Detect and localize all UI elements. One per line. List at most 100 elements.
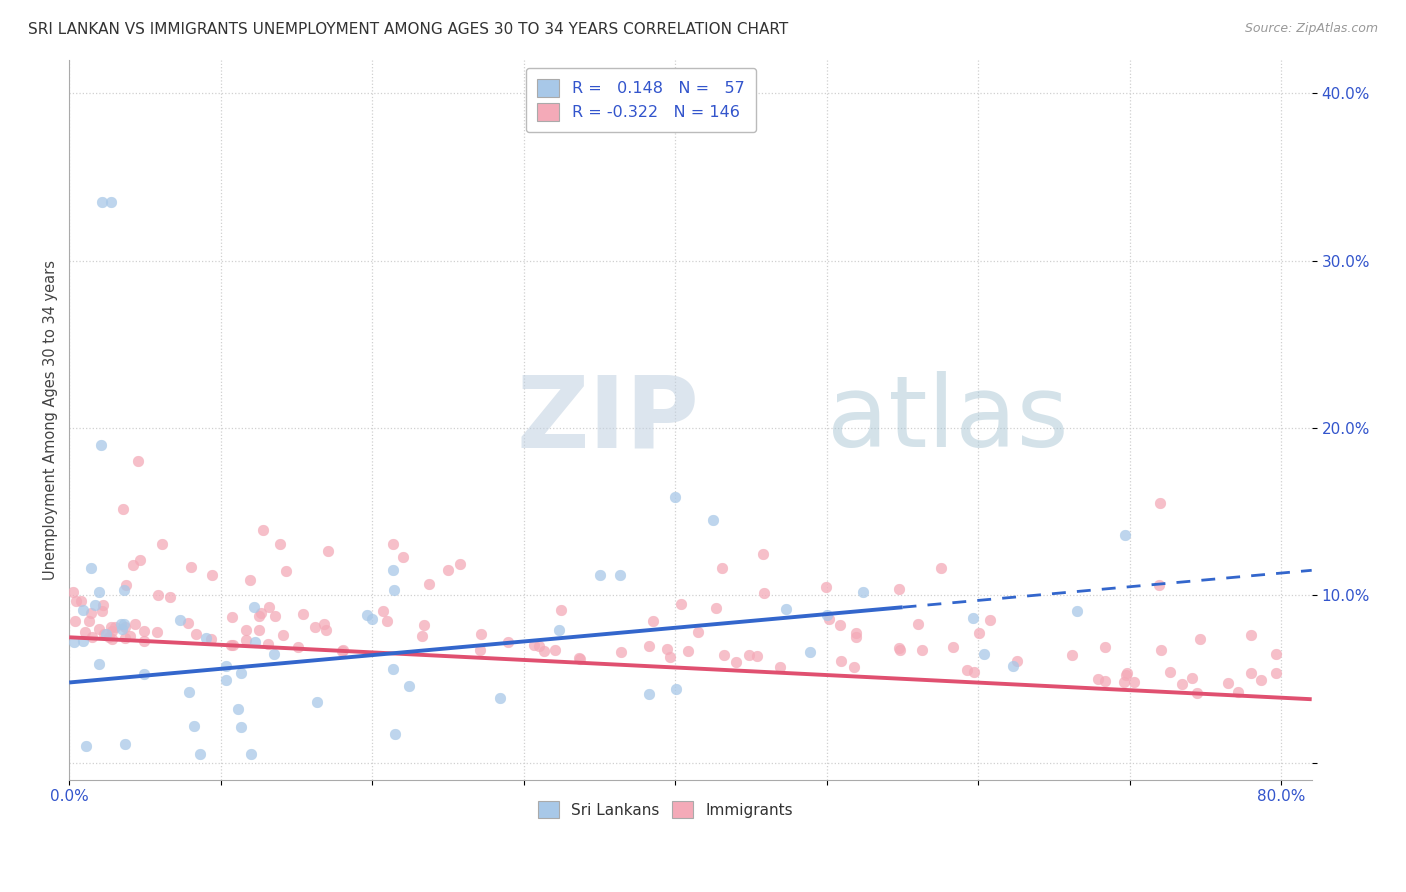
Point xyxy=(609,568,631,582)
Point xyxy=(243,635,266,649)
Point xyxy=(80,561,103,575)
Point xyxy=(1094,674,1116,689)
Point xyxy=(1240,665,1263,680)
Point xyxy=(226,702,249,716)
Point xyxy=(80,631,103,645)
Point xyxy=(929,560,952,574)
Point xyxy=(101,624,124,638)
Point xyxy=(1150,643,1173,657)
Point xyxy=(889,643,911,657)
Point xyxy=(638,687,661,701)
Point xyxy=(1218,676,1240,690)
Point xyxy=(201,568,224,582)
Point xyxy=(252,523,274,537)
Point xyxy=(65,594,87,608)
Point xyxy=(128,553,150,567)
Point xyxy=(356,607,378,622)
Point xyxy=(70,594,93,608)
Point xyxy=(110,617,132,632)
Point xyxy=(381,537,404,551)
Point xyxy=(676,644,699,658)
Point xyxy=(1181,671,1204,685)
Point xyxy=(963,665,986,680)
Point xyxy=(132,667,155,681)
Point xyxy=(371,604,394,618)
Point xyxy=(845,630,868,644)
Point xyxy=(488,691,510,706)
Point xyxy=(177,615,200,630)
Point xyxy=(844,660,866,674)
Point xyxy=(738,648,761,663)
Point xyxy=(332,643,354,657)
Point xyxy=(382,563,405,577)
Point xyxy=(112,582,135,597)
Point xyxy=(658,649,681,664)
Point xyxy=(962,610,984,624)
Point xyxy=(1087,672,1109,686)
Point xyxy=(87,622,110,636)
Point xyxy=(132,624,155,638)
Point xyxy=(522,639,544,653)
Text: atlas: atlas xyxy=(827,371,1069,468)
Point xyxy=(1115,668,1137,682)
Point xyxy=(1265,665,1288,680)
Point xyxy=(75,739,97,753)
Point xyxy=(637,639,659,653)
Point xyxy=(146,625,169,640)
Point xyxy=(375,614,398,628)
Text: ZIP: ZIP xyxy=(516,371,699,468)
Point xyxy=(124,617,146,632)
Point xyxy=(887,582,910,596)
Point xyxy=(127,454,149,468)
Point xyxy=(169,613,191,627)
Point xyxy=(214,659,236,673)
Point xyxy=(90,438,112,452)
Point xyxy=(316,544,339,558)
Point xyxy=(330,644,353,658)
Point xyxy=(263,647,285,661)
Point xyxy=(87,584,110,599)
Point xyxy=(264,609,287,624)
Point xyxy=(752,586,775,600)
Point xyxy=(775,601,797,615)
Point xyxy=(1188,632,1211,646)
Point xyxy=(229,666,252,681)
Point xyxy=(1149,496,1171,510)
Point xyxy=(89,657,111,671)
Point xyxy=(382,662,405,676)
Point xyxy=(498,635,520,649)
Point xyxy=(1264,648,1286,662)
Point xyxy=(845,626,868,640)
Point xyxy=(967,625,990,640)
Point xyxy=(239,574,262,588)
Point xyxy=(751,547,773,561)
Point xyxy=(828,618,851,632)
Point xyxy=(90,604,112,618)
Point xyxy=(887,640,910,655)
Point xyxy=(527,639,550,653)
Point xyxy=(73,624,96,639)
Point xyxy=(114,616,136,631)
Point xyxy=(710,560,733,574)
Point xyxy=(533,644,555,658)
Point xyxy=(1094,640,1116,655)
Y-axis label: Unemployment Among Ages 30 to 34 years: Unemployment Among Ages 30 to 34 years xyxy=(44,260,58,580)
Point xyxy=(1066,603,1088,617)
Point xyxy=(1122,674,1144,689)
Point xyxy=(304,620,326,634)
Point xyxy=(470,626,492,640)
Point xyxy=(269,537,291,551)
Point xyxy=(120,629,142,643)
Point xyxy=(418,576,440,591)
Point xyxy=(449,557,471,571)
Point xyxy=(665,681,688,696)
Point xyxy=(392,550,415,565)
Point xyxy=(568,651,591,665)
Point xyxy=(257,637,280,651)
Point xyxy=(240,747,263,762)
Point xyxy=(956,663,979,677)
Point xyxy=(544,642,567,657)
Point xyxy=(84,598,107,612)
Point xyxy=(1250,673,1272,688)
Point xyxy=(271,628,294,642)
